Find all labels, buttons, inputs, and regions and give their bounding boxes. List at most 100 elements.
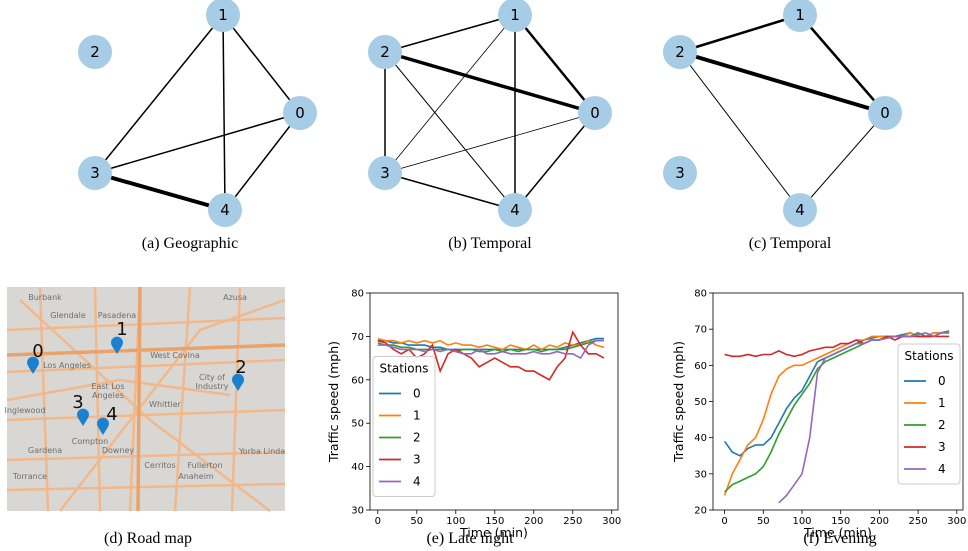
x-tick-label: 0 xyxy=(375,516,381,527)
edge xyxy=(385,173,515,210)
figure: 0 1 2 3 4 (a) Geographic 0 1 2 3 4 (b) T… xyxy=(0,0,968,551)
legend-label: 2 xyxy=(938,418,946,432)
edge xyxy=(800,113,885,210)
legend-label: 3 xyxy=(413,453,421,467)
place-label: Los Angeles xyxy=(43,361,91,370)
legend-label: 2 xyxy=(413,431,421,445)
caption: (f) Evening xyxy=(803,530,876,547)
node-label: 1 xyxy=(795,6,805,24)
node-label: 1 xyxy=(510,6,520,24)
node-label: 0 xyxy=(880,104,890,122)
marker-label: 1 xyxy=(116,319,127,340)
x-tick-label: 250 xyxy=(563,516,582,527)
x-tick-label: 50 xyxy=(757,516,770,527)
edge xyxy=(680,52,800,210)
y-axis-label: Traffic speed (mph) xyxy=(326,341,341,463)
place-label: Azusa xyxy=(223,293,247,302)
place-label: Burbank xyxy=(28,293,62,302)
x-tick-label: 250 xyxy=(909,516,928,527)
y-tick-label: 50 xyxy=(694,397,707,408)
edge xyxy=(385,15,515,52)
place-label: Fullerton xyxy=(188,461,223,470)
y-tick-label: 80 xyxy=(351,289,364,300)
legend-label: 1 xyxy=(938,396,946,410)
legend-box xyxy=(898,344,960,484)
marker-label: 3 xyxy=(72,392,83,413)
y-tick-label: 40 xyxy=(351,462,364,473)
y-tick-label: 20 xyxy=(694,506,707,517)
caption: (a) Geographic xyxy=(142,235,238,252)
edge xyxy=(385,52,595,113)
place-label: West Covina xyxy=(150,351,200,360)
y-tick-label: 70 xyxy=(351,332,364,343)
y-tick-label: 60 xyxy=(351,375,364,386)
marker-label: 4 xyxy=(106,404,117,425)
place-label: Torrance xyxy=(12,472,47,481)
legend-label: 4 xyxy=(413,475,421,489)
x-tick-label: 300 xyxy=(947,516,966,527)
edge xyxy=(515,113,595,210)
edge xyxy=(680,15,800,52)
node-label: 0 xyxy=(295,104,305,122)
y-tick-label: 30 xyxy=(694,469,707,480)
node-label: 3 xyxy=(675,164,685,182)
edge xyxy=(385,52,515,210)
node-label: 2 xyxy=(675,43,685,61)
place-label: Downey xyxy=(102,446,135,455)
x-tick-label: 200 xyxy=(870,516,889,527)
graph-a: 0 1 2 3 4 (a) Geographic xyxy=(78,0,317,252)
legend-box xyxy=(373,357,435,497)
node-label: 2 xyxy=(90,43,100,61)
place-label: City of xyxy=(199,373,225,382)
node-label: 4 xyxy=(220,201,230,219)
caption: (d) Road map xyxy=(104,530,192,547)
place-label: Cerritos xyxy=(144,461,175,470)
edge xyxy=(680,52,885,113)
node-label: 2 xyxy=(380,43,390,61)
y-tick-label: 60 xyxy=(694,361,707,372)
legend-label: 3 xyxy=(938,440,946,454)
x-tick-label: 50 xyxy=(410,516,423,527)
place-label: Gardena xyxy=(28,446,62,455)
node-label: 1 xyxy=(218,6,228,24)
edge xyxy=(225,113,300,210)
graph-b: 0 1 2 3 4 (b) Temporal xyxy=(368,0,612,252)
edge xyxy=(385,113,595,173)
node-label: 4 xyxy=(510,201,520,219)
edge xyxy=(223,15,225,210)
y-tick-label: 70 xyxy=(694,325,707,336)
place-label: Whittier xyxy=(149,400,182,409)
node-label: 3 xyxy=(380,164,390,182)
legend-title: Stations xyxy=(380,362,429,376)
x-tick-label: 0 xyxy=(721,516,727,527)
node-label: 4 xyxy=(795,201,805,219)
place-label: East Los xyxy=(91,382,124,391)
marker-label: 0 xyxy=(32,341,43,362)
place-label: Industry xyxy=(196,382,229,391)
page: 0 1 2 3 4 (a) Geographic 0 1 2 3 4 (b) T… xyxy=(0,0,968,551)
caption: (b) Temporal xyxy=(448,235,532,252)
x-tick-label: 300 xyxy=(602,516,621,527)
edge xyxy=(95,113,300,173)
place-label: Anaheim xyxy=(178,472,214,481)
legend-label: 0 xyxy=(938,374,946,388)
legend-label: 1 xyxy=(413,409,421,423)
y-axis-label: Traffic speed (mph) xyxy=(671,341,686,463)
legend-label: 4 xyxy=(938,462,946,476)
place-label: Inglewood xyxy=(4,406,45,415)
node-label: 0 xyxy=(590,104,600,122)
place-label: Yorba Linda xyxy=(238,447,285,456)
place-label: Compton xyxy=(72,437,108,446)
legend-title: Stations xyxy=(905,349,954,363)
edge xyxy=(385,15,515,173)
road-map: Burbank Glendale Pasadena Azusa Los Ange… xyxy=(4,287,285,547)
y-tick-label: 80 xyxy=(694,289,707,300)
place-label: Glendale xyxy=(50,311,86,320)
y-tick-label: 40 xyxy=(694,433,707,444)
place-label: Angeles xyxy=(92,391,124,400)
edge xyxy=(95,15,223,173)
edge xyxy=(223,15,300,113)
edge xyxy=(515,15,595,113)
legend-label: 0 xyxy=(413,387,421,401)
